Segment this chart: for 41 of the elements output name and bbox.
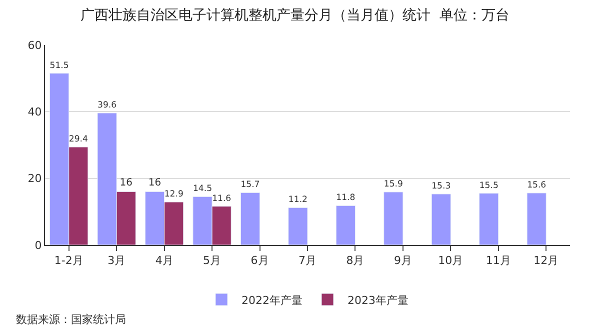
bar [431, 194, 451, 245]
x-tick-label: 12月 [534, 254, 559, 268]
x-tick-label: 6月 [250, 254, 269, 268]
data-label: 39.6 [98, 100, 117, 110]
data-label: 15.9 [384, 179, 403, 190]
x-tick-label: 9月 [394, 254, 412, 268]
x-tick-label: 10月 [438, 254, 464, 268]
data-label: 15.7 [240, 180, 260, 190]
data-label: 29.4 [68, 134, 88, 144]
data-label: 14.5 [192, 184, 212, 194]
data-label: 16 [148, 178, 162, 189]
source-note: 数据来源：国家统计局 [16, 313, 126, 326]
legend-label: 2022年产量 [242, 294, 302, 307]
data-label: 11.2 [288, 195, 308, 206]
data-label: 51.5 [50, 60, 69, 71]
bar [240, 192, 260, 245]
bar [526, 192, 546, 245]
bar [479, 193, 499, 245]
y-tick-label: 40 [28, 106, 42, 119]
data-label: 15.3 [432, 181, 451, 192]
bar [336, 205, 356, 245]
x-tick-label: 7月 [298, 254, 316, 268]
x-tick-label: 4月 [155, 254, 174, 268]
y-tick-label: 20 [28, 172, 42, 186]
data-label: 15.5 [479, 180, 498, 191]
chart-title: 广西壮族自治区电子计算机整机产量分月（当月值）统计 单位：万台 [80, 8, 510, 24]
data-label: 16 [120, 178, 132, 189]
x-tick-label: 8月 [346, 254, 364, 268]
bar [288, 207, 308, 245]
y-tick-label: 0 [34, 238, 42, 252]
x-tick-label: 11月 [486, 254, 511, 268]
x-tick-label: 5月 [203, 254, 222, 268]
x-tick-label: 1-2月 [54, 254, 84, 268]
y-tick-label: 60 [28, 38, 42, 52]
data-label: 12.9 [164, 189, 184, 200]
data-label: 11.6 [212, 194, 232, 204]
data-label: 15.6 [527, 180, 546, 190]
bar [384, 192, 404, 245]
x-tick-label: 3月 [108, 254, 126, 268]
legend-label: 2023年产量 [348, 294, 408, 307]
data-label: 11.8 [336, 193, 356, 204]
